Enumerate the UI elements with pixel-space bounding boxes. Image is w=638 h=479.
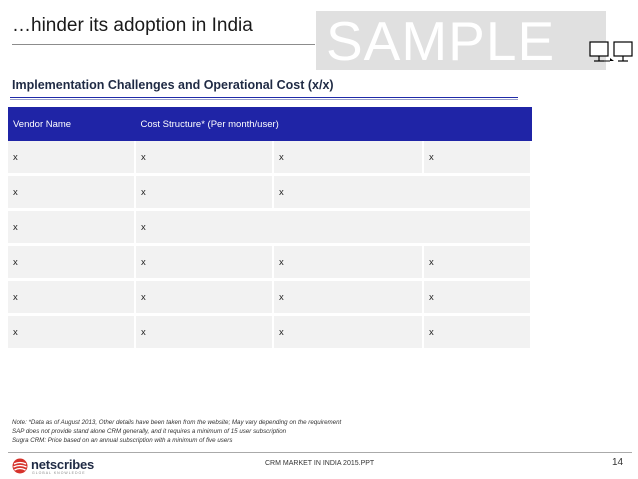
watermark-text: SAMPLE <box>326 11 556 70</box>
table-cell: x <box>135 141 274 176</box>
table-row: x x x x <box>8 314 532 351</box>
monitor-icon <box>589 41 633 62</box>
footer-divider <box>8 452 632 453</box>
table-cell: x <box>135 244 274 281</box>
table-cell: x <box>273 314 424 351</box>
table-cell: x <box>135 314 274 351</box>
footnote: Note: *Data as of August 2013, Other det… <box>12 418 341 445</box>
table-cell: x <box>273 244 424 281</box>
slide-title: …hinder its adoption in India <box>12 15 253 36</box>
section-subtitle: Implementation Challenges and Operationa… <box>12 78 334 92</box>
footnote-line: Sugra CRM: Price based on an annual subs… <box>12 437 233 444</box>
table-row: x x x x <box>8 244 532 281</box>
table-row: x x <box>8 209 532 246</box>
table-row: x x x x <box>8 141 532 176</box>
header-vendor-name: Vendor Name <box>8 107 136 141</box>
logo-tagline: GLOBAL KNOWLEDGE <box>32 471 86 475</box>
footnote-line: Note: *Data as of August 2013, Other det… <box>12 419 342 426</box>
subtitle-divider <box>10 97 518 98</box>
table-row: x x x x <box>8 279 532 316</box>
table-cell: x <box>423 244 532 281</box>
page-number: 14 <box>612 457 624 468</box>
table-cell: x <box>8 314 136 351</box>
table-cell: x <box>135 174 274 211</box>
netscribes-logo: netscribes GLOBAL KNOWLEDGE <box>12 456 132 476</box>
table-cell: x <box>135 279 274 316</box>
table-cell: x <box>273 279 424 316</box>
table-cell: x <box>135 209 532 246</box>
table-cell: x <box>423 314 532 351</box>
table-cell: x <box>273 141 424 176</box>
sample-watermark: SAMPLE <box>316 11 606 70</box>
table-cell: x <box>273 174 532 211</box>
footnote-line: SAP does not provide stand alone CRM gen… <box>12 428 287 435</box>
table-cell: x <box>8 279 136 316</box>
table-cell: x <box>423 141 532 176</box>
table-header-row: Vendor Name Cost Structure* (Per month/u… <box>8 107 532 141</box>
globe-logo-icon <box>12 458 28 474</box>
table-cell: x <box>8 141 136 176</box>
table-cell: x <box>8 174 136 211</box>
table-row: x x x <box>8 174 532 211</box>
title-divider <box>12 44 315 45</box>
table-cell: x <box>423 279 532 316</box>
table-cell: x <box>8 244 136 281</box>
header-cost-structure: Cost Structure* (Per month/user) <box>135 107 532 141</box>
footer-document-name: CRM MARKET IN INDIA 2015.PPT <box>265 460 375 467</box>
table-cell: x <box>8 209 136 246</box>
subtitle-divider-secondary <box>10 99 518 100</box>
cost-table: Vendor Name Cost Structure* (Per month/u… <box>8 107 532 351</box>
logo-wordmark: netscribes <box>31 457 95 472</box>
